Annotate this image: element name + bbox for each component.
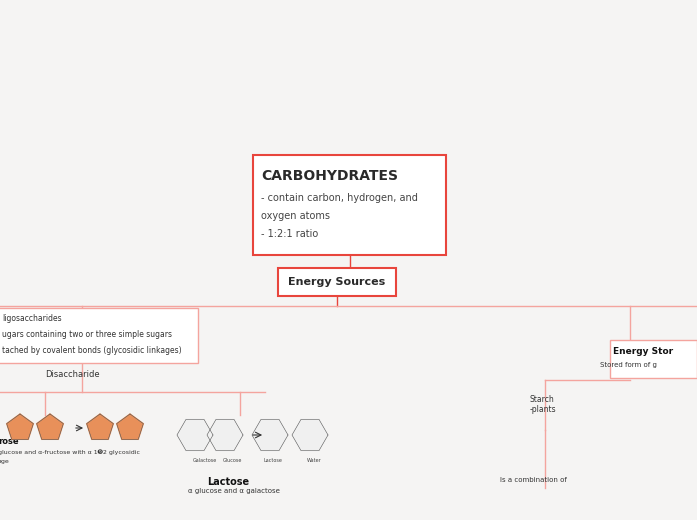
FancyBboxPatch shape xyxy=(610,340,697,378)
FancyBboxPatch shape xyxy=(0,308,198,363)
Text: oxygen atoms: oxygen atoms xyxy=(261,211,330,221)
Polygon shape xyxy=(252,420,288,451)
Text: Stored form of g: Stored form of g xyxy=(600,362,657,368)
FancyBboxPatch shape xyxy=(278,268,396,296)
Text: Energy Sources: Energy Sources xyxy=(289,277,385,287)
Text: glucose and α-fructose with α 1➒2 glycosidic: glucose and α-fructose with α 1➒2 glycos… xyxy=(0,449,140,454)
Polygon shape xyxy=(7,414,33,439)
Polygon shape xyxy=(116,414,144,439)
Text: Water: Water xyxy=(307,458,322,463)
Text: α glucose and α galactose: α glucose and α galactose xyxy=(188,488,280,494)
Text: Glucose: Glucose xyxy=(223,458,243,463)
Text: - 1:2:1 ratio: - 1:2:1 ratio xyxy=(261,229,319,239)
Text: rose: rose xyxy=(0,437,19,446)
Polygon shape xyxy=(207,420,243,451)
Text: Lactose: Lactose xyxy=(263,458,282,463)
Text: Lactose: Lactose xyxy=(207,477,249,487)
Text: Disaccharide: Disaccharide xyxy=(45,370,100,379)
Polygon shape xyxy=(86,414,114,439)
Polygon shape xyxy=(37,414,63,439)
Polygon shape xyxy=(177,420,213,451)
Text: age: age xyxy=(0,459,10,464)
Text: ligosaccharides: ligosaccharides xyxy=(2,314,61,323)
FancyBboxPatch shape xyxy=(253,155,446,255)
Polygon shape xyxy=(292,420,328,451)
Text: Galactose: Galactose xyxy=(193,458,217,463)
Text: Is a combination of: Is a combination of xyxy=(500,477,567,483)
Text: ugars containing two or three simple sugars: ugars containing two or three simple sug… xyxy=(2,330,172,339)
Text: Energy Stor: Energy Stor xyxy=(613,347,673,356)
Text: Starch
-plants: Starch -plants xyxy=(530,395,557,414)
Text: tached by covalent bonds (glycosidic linkages): tached by covalent bonds (glycosidic lin… xyxy=(2,346,182,355)
Text: CARBOHYDRATES: CARBOHYDRATES xyxy=(261,169,398,183)
Text: - contain carbon, hydrogen, and: - contain carbon, hydrogen, and xyxy=(261,193,418,203)
